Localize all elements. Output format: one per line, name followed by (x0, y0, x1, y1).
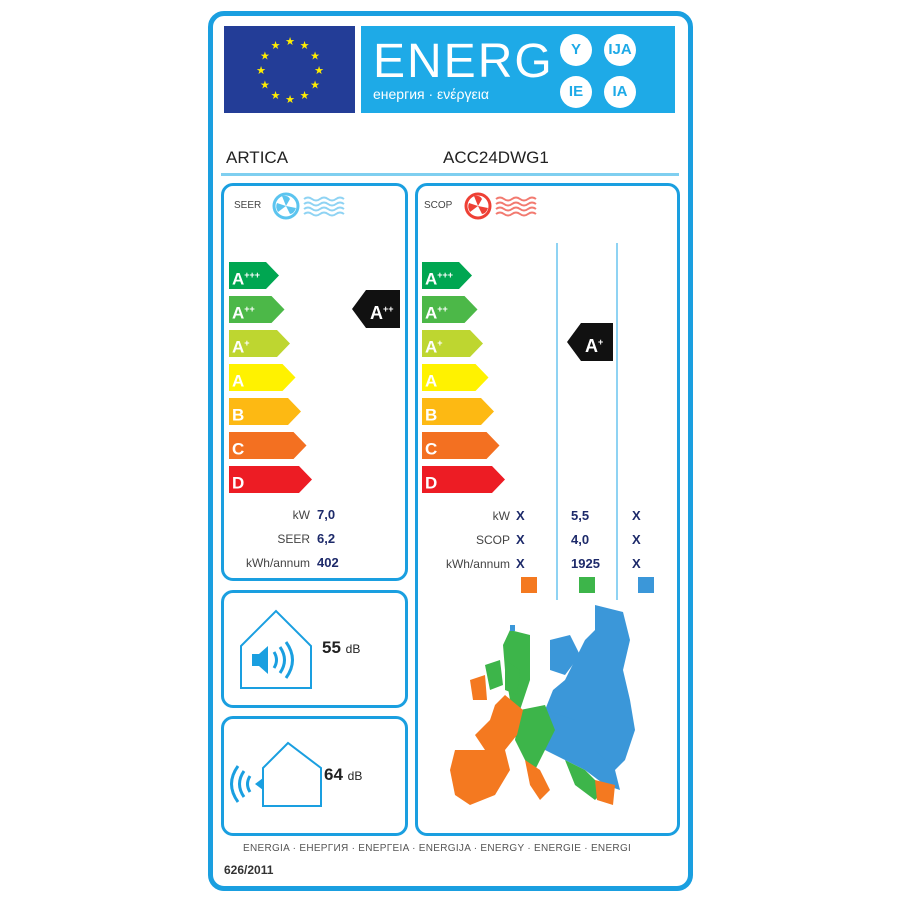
column-divider (616, 243, 618, 600)
star-icon: ★ (271, 39, 281, 52)
heating-fan-icon (464, 192, 537, 220)
energy-class-bar: A+ (422, 330, 483, 357)
footer-languages: ENERGIA · ЕНЕРГИЯ · ΕΝΕΡΓΕΙΑ · ENERGIJA … (243, 843, 632, 854)
seer-label: SEER (234, 200, 262, 211)
star-icon: ★ (300, 89, 310, 102)
heating-row-value: 5,5 (571, 508, 590, 523)
star-icon: ★ (256, 64, 266, 77)
suffix-badge: IA (604, 76, 636, 108)
heating-row-value: X (516, 556, 525, 571)
star-icon: ★ (260, 50, 270, 63)
heating-row-value: 4,0 (571, 532, 590, 547)
heating-row-value: 1925 (571, 556, 600, 571)
divider (221, 173, 679, 176)
energy-class-bar: A+ (229, 330, 290, 357)
suffix-badge: Y (560, 34, 592, 66)
energy-class-bar: B (229, 398, 301, 425)
suffix-badge: IJA (604, 34, 636, 66)
suffix-badge: IE (560, 76, 592, 108)
star-icon: ★ (260, 79, 270, 92)
heating-row-value: X (632, 508, 641, 523)
star-icon: ★ (314, 64, 324, 77)
energy-class-bar: D (422, 466, 505, 493)
indoor-noise-value: 55 dB (322, 638, 361, 657)
heating-row-label: kWh/annum (445, 557, 510, 571)
cooling-panel (221, 183, 408, 581)
eu-flag-icon: ★ ★ ★ ★ ★ ★ ★ ★ ★ ★ ★ ★ (224, 26, 355, 113)
cooling-kw-label: kW (292, 508, 310, 522)
zone-colder-swatch (638, 577, 654, 593)
brand-name: ARTICA (226, 148, 289, 167)
cooling-kw-value: 7,0 (317, 507, 336, 522)
star-icon: ★ (285, 35, 295, 48)
outdoor-noise-value: 64 dB (324, 765, 363, 784)
energy-class-bar: A (422, 364, 489, 391)
cooling-fan-icon (272, 192, 345, 220)
heating-row-value: X (632, 532, 641, 547)
cooling-energy-label: kWh/annum (245, 556, 310, 570)
heating-row-label: SCOP (475, 533, 510, 547)
star-icon: ★ (310, 50, 320, 63)
heating-panel (415, 183, 680, 836)
scop-label: SCOP (424, 200, 453, 211)
heating-row-value: X (632, 556, 641, 571)
energy-word: ENERG (373, 35, 554, 88)
star-icon: ★ (300, 39, 310, 52)
zone-average-swatch (579, 577, 595, 593)
cooling-seer-label: SEER (277, 532, 310, 546)
energy-subtitle: енергия · ενέργεια (373, 86, 489, 102)
heating-row-value: X (516, 508, 525, 523)
label-border (208, 11, 693, 891)
energy-class-bar: B (422, 398, 494, 425)
cooling-energy-value: 402 (317, 555, 339, 570)
column-divider (556, 243, 558, 600)
zone-warmer-swatch (521, 577, 537, 593)
cooling-seer-value: 6,2 (317, 531, 336, 546)
energy-class-bar: A++ (422, 296, 478, 323)
energy-class-bar: A (229, 364, 296, 391)
model-name: ACC24DWG1 (443, 148, 549, 167)
heating-row-label: kW (492, 509, 510, 523)
outdoor-noise-panel (221, 716, 408, 836)
heating-row-value: X (516, 532, 525, 547)
star-icon: ★ (285, 93, 295, 106)
indoor-unit-sound-icon (240, 609, 312, 689)
indoor-noise-panel (221, 590, 408, 708)
star-icon: ★ (271, 89, 281, 102)
regulation-number: 626/2011 (224, 863, 274, 877)
energy-header: ENERG енергия · ενέργεια Y IJA IE IA (361, 26, 675, 113)
outdoor-unit-sound-icon (230, 741, 322, 807)
energy-class-bar: A++ (229, 296, 285, 323)
energy-class-bar: C (422, 432, 500, 459)
star-icon: ★ (310, 79, 320, 92)
energy-class-bar: C (229, 432, 307, 459)
europe-climate-map (450, 605, 635, 805)
energy-class-bar: D (229, 466, 312, 493)
